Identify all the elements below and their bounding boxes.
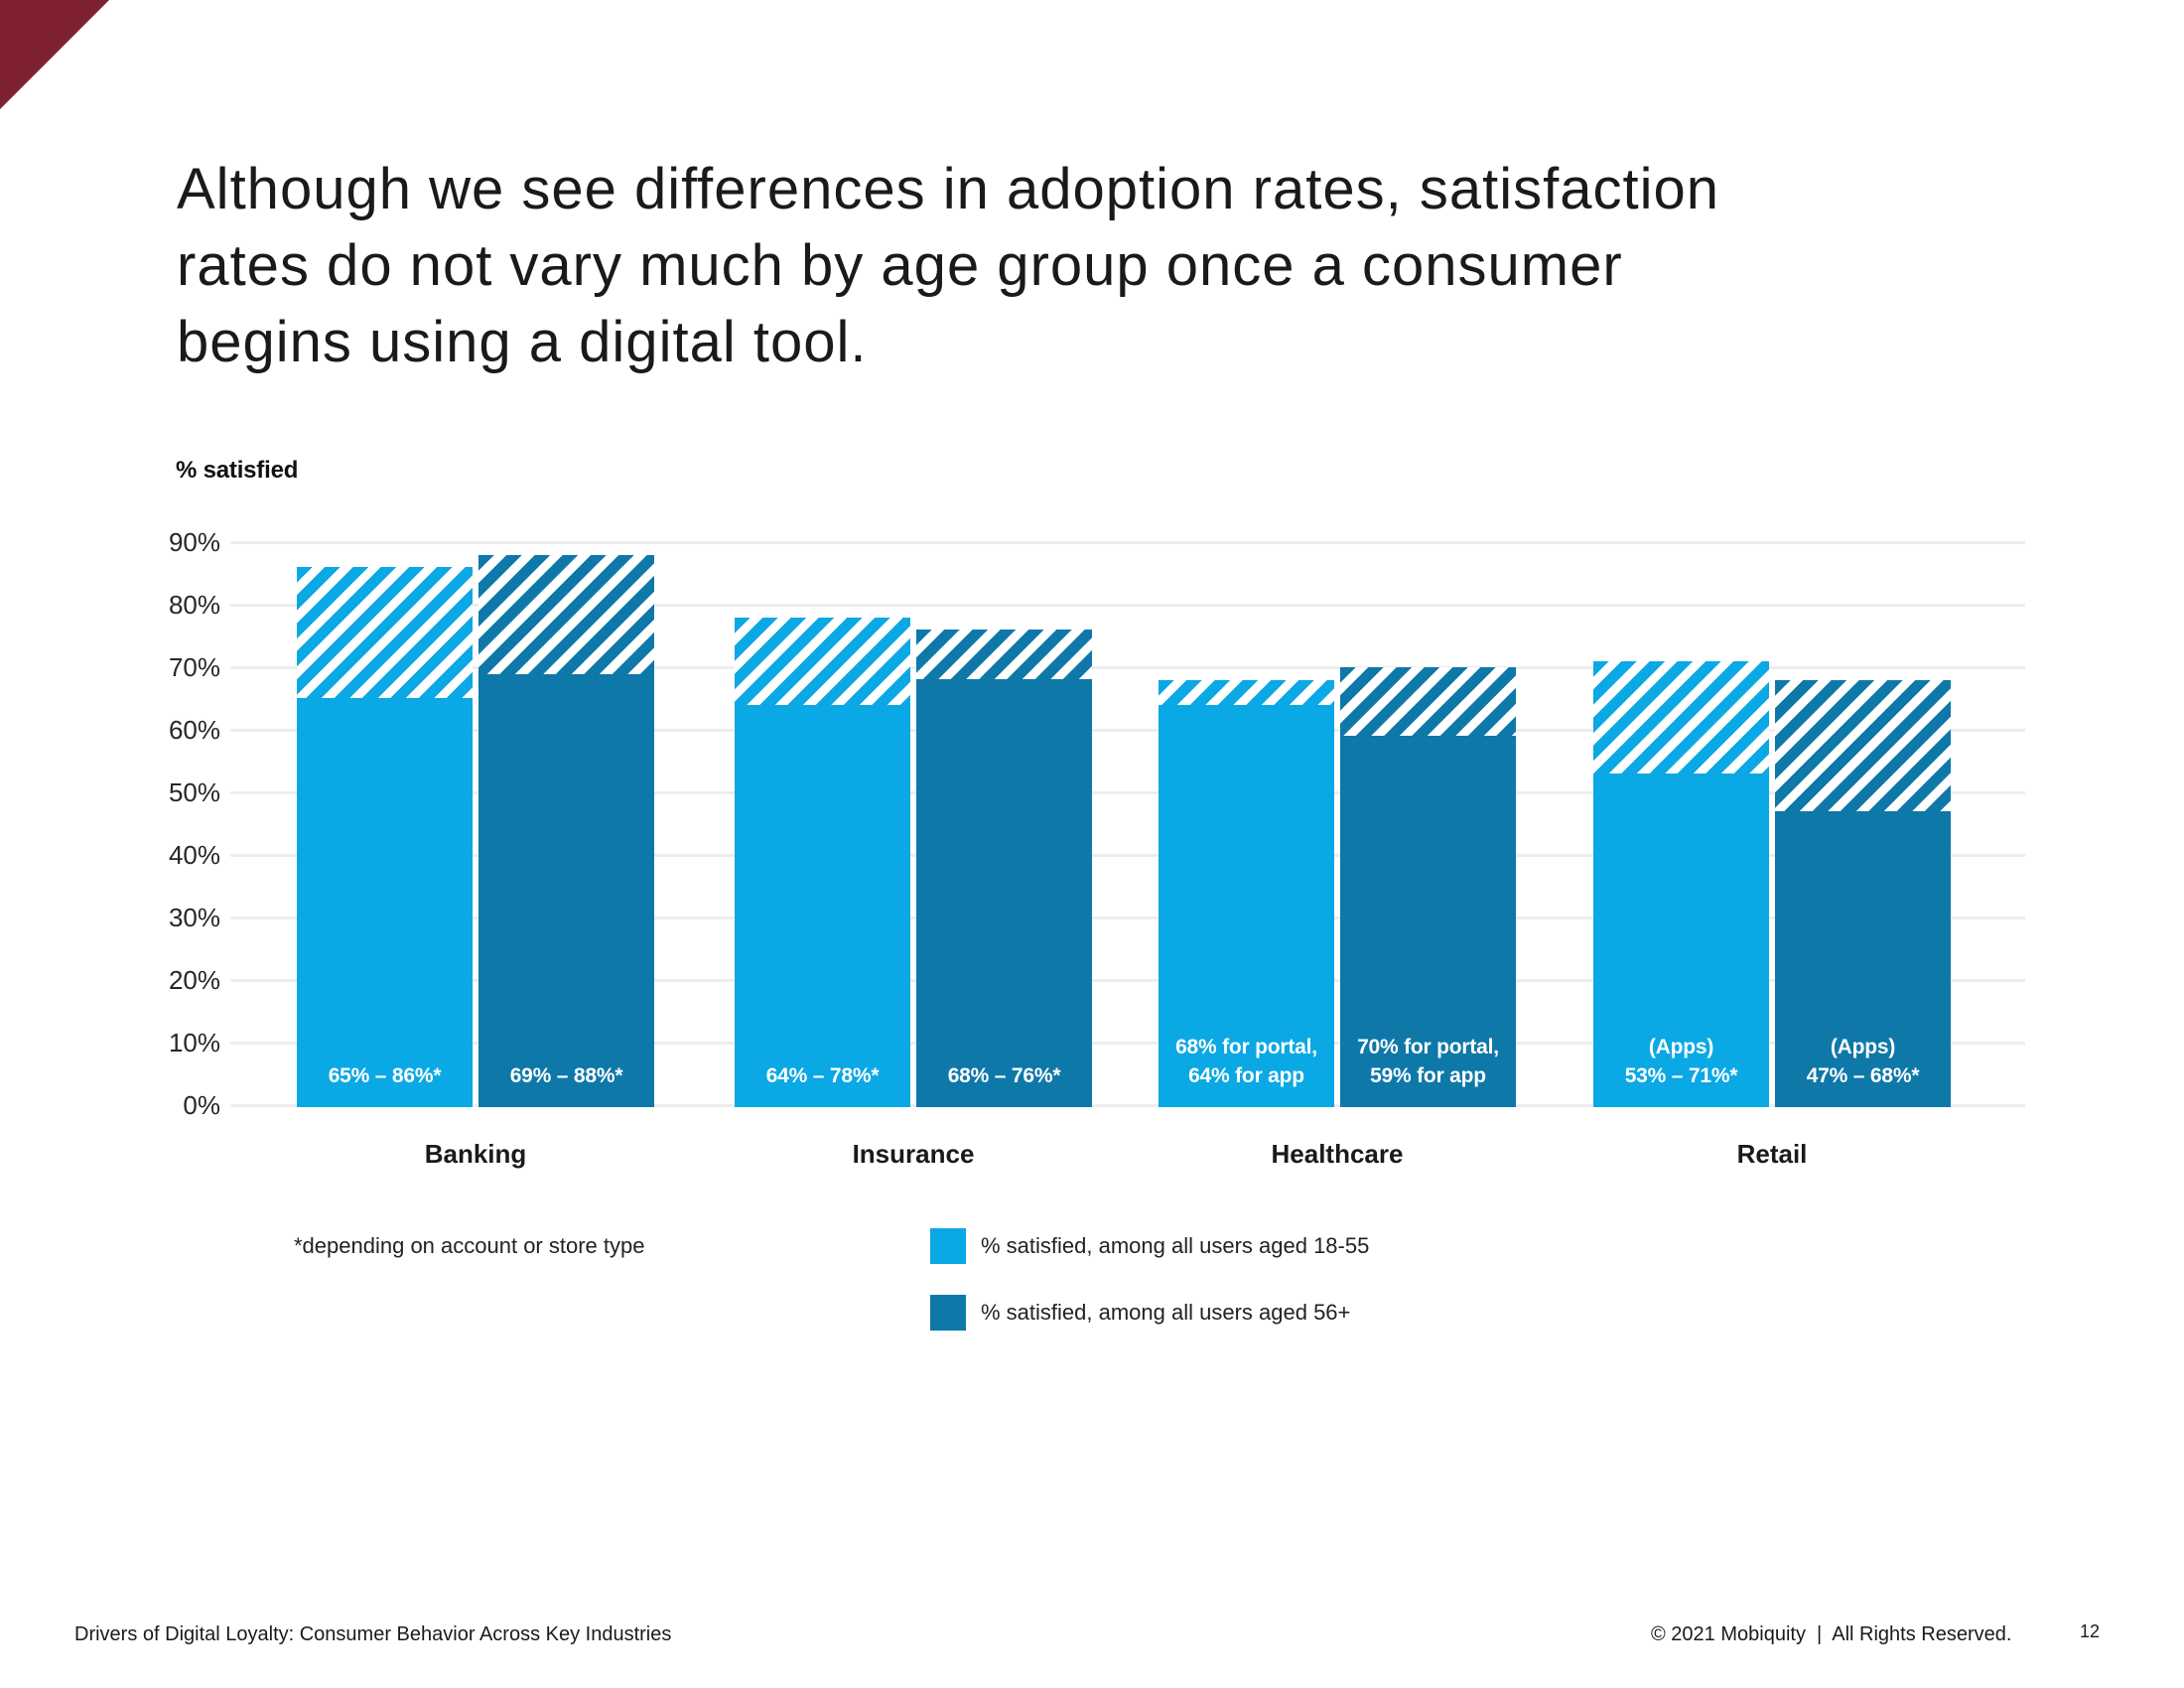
footer-copyright: © 2021 Mobiquity | All Rights Reserved.: [1651, 1623, 2012, 1645]
bar-banking-aged-18-55: 65% – 86%*: [297, 567, 473, 1107]
gridline-30%: [230, 916, 2025, 919]
bar-range-label: (Apps) 53% – 71%*: [1624, 1036, 1738, 1087]
legend-swatch: [930, 1228, 966, 1264]
gridline-10%: [230, 1042, 2025, 1045]
bar-solid-fill: [1159, 705, 1334, 1107]
gridline-90%: [230, 541, 2025, 544]
bar-healthcare-aged-56-plus: 70% for portal, 59% for app: [1340, 667, 1516, 1107]
gridline-40%: [230, 854, 2025, 857]
bar-range-hatch: [735, 618, 910, 705]
bar-range-hatch: [478, 555, 654, 674]
category-label-insurance: Insurance: [852, 1139, 975, 1169]
bar-insurance-aged-18-55: 64% – 78%*: [735, 618, 910, 1107]
bar-range-hatch: [1775, 680, 1951, 811]
category-label-banking: Banking: [424, 1139, 527, 1169]
legend-item-aged-56-plus: % satisfied, among all users aged 56+: [930, 1295, 1350, 1331]
bar-range-label: 68% for portal, 64% for app: [1175, 1036, 1317, 1087]
footer-report-title: Drivers of Digital Loyalty: Consumer Beh…: [74, 1623, 672, 1645]
chart-footnote: *depending on account or store type: [294, 1233, 645, 1258]
bar-solid-fill: [916, 679, 1092, 1107]
bar-range-label: 64% – 78%*: [765, 1064, 880, 1087]
bar-solid-fill: [1593, 774, 1769, 1107]
bar-range-label: 69% – 88%*: [509, 1064, 623, 1087]
bar-insurance-aged-56-plus: 68% – 76%*: [916, 630, 1092, 1107]
bar-range-hatch: [1593, 661, 1769, 774]
y-axis-tick-0%: 0%: [183, 1090, 220, 1120]
bar-solid-fill: [735, 705, 910, 1107]
legend-label: % satisfied, among all users aged 56+: [981, 1300, 1351, 1325]
bar-range-label: 70% for portal, 59% for app: [1357, 1036, 1499, 1087]
y-axis-tick-70%: 70%: [168, 652, 220, 682]
bar-retail-aged-18-55: (Apps) 53% – 71%*: [1593, 661, 1769, 1107]
y-axis-tick-50%: 50%: [168, 777, 220, 807]
y-axis-tick-30%: 30%: [168, 903, 220, 932]
gridline-60%: [230, 729, 2025, 732]
bar-range-label: (Apps) 47% – 68%*: [1806, 1036, 1920, 1087]
legend-item-aged-18-55: % satisfied, among all users aged 18-55: [930, 1228, 1369, 1264]
bar-range-label: 65% – 86%*: [328, 1064, 442, 1087]
y-axis-tick-20%: 20%: [168, 965, 220, 995]
y-axis-tick-10%: 10%: [168, 1028, 220, 1057]
bar-retail-aged-56-plus: (Apps) 47% – 68%*: [1775, 680, 1951, 1107]
gridline-20%: [230, 979, 2025, 982]
bar-range-hatch: [1340, 667, 1516, 736]
gridline-80%: [230, 604, 2025, 607]
bar-solid-fill: [297, 698, 473, 1107]
y-axis-tick-80%: 80%: [168, 590, 220, 620]
page-number: 12: [2079, 1621, 2100, 1641]
slide-title: Although we see differences in adoption …: [177, 157, 1719, 374]
legend-swatch: [930, 1295, 966, 1331]
gridline-70%: [230, 666, 2025, 669]
category-label-healthcare: Healthcare: [1271, 1139, 1404, 1169]
gridline-0%: [230, 1104, 2025, 1107]
bar-range-hatch: [916, 630, 1092, 679]
bar-range-hatch: [1159, 680, 1334, 705]
bar-solid-fill: [478, 674, 654, 1107]
y-axis-title: % satisfied: [176, 457, 299, 484]
bar-banking-aged-56-plus: 69% – 88%*: [478, 555, 654, 1107]
bar-range-label: 68% – 76%*: [947, 1064, 1061, 1087]
bar-solid-fill: [1775, 811, 1951, 1107]
y-axis-tick-60%: 60%: [168, 715, 220, 745]
legend-label: % satisfied, among all users aged 18-55: [981, 1233, 1370, 1258]
y-axis-tick-40%: 40%: [168, 840, 220, 870]
bar-range-hatch: [297, 567, 473, 698]
bar-solid-fill: [1340, 736, 1516, 1107]
bar-healthcare-aged-18-55: 68% for portal, 64% for app: [1159, 680, 1334, 1107]
gridline-50%: [230, 791, 2025, 794]
y-axis-tick-90%: 90%: [168, 527, 220, 557]
category-label-retail: Retail: [1736, 1139, 1808, 1169]
